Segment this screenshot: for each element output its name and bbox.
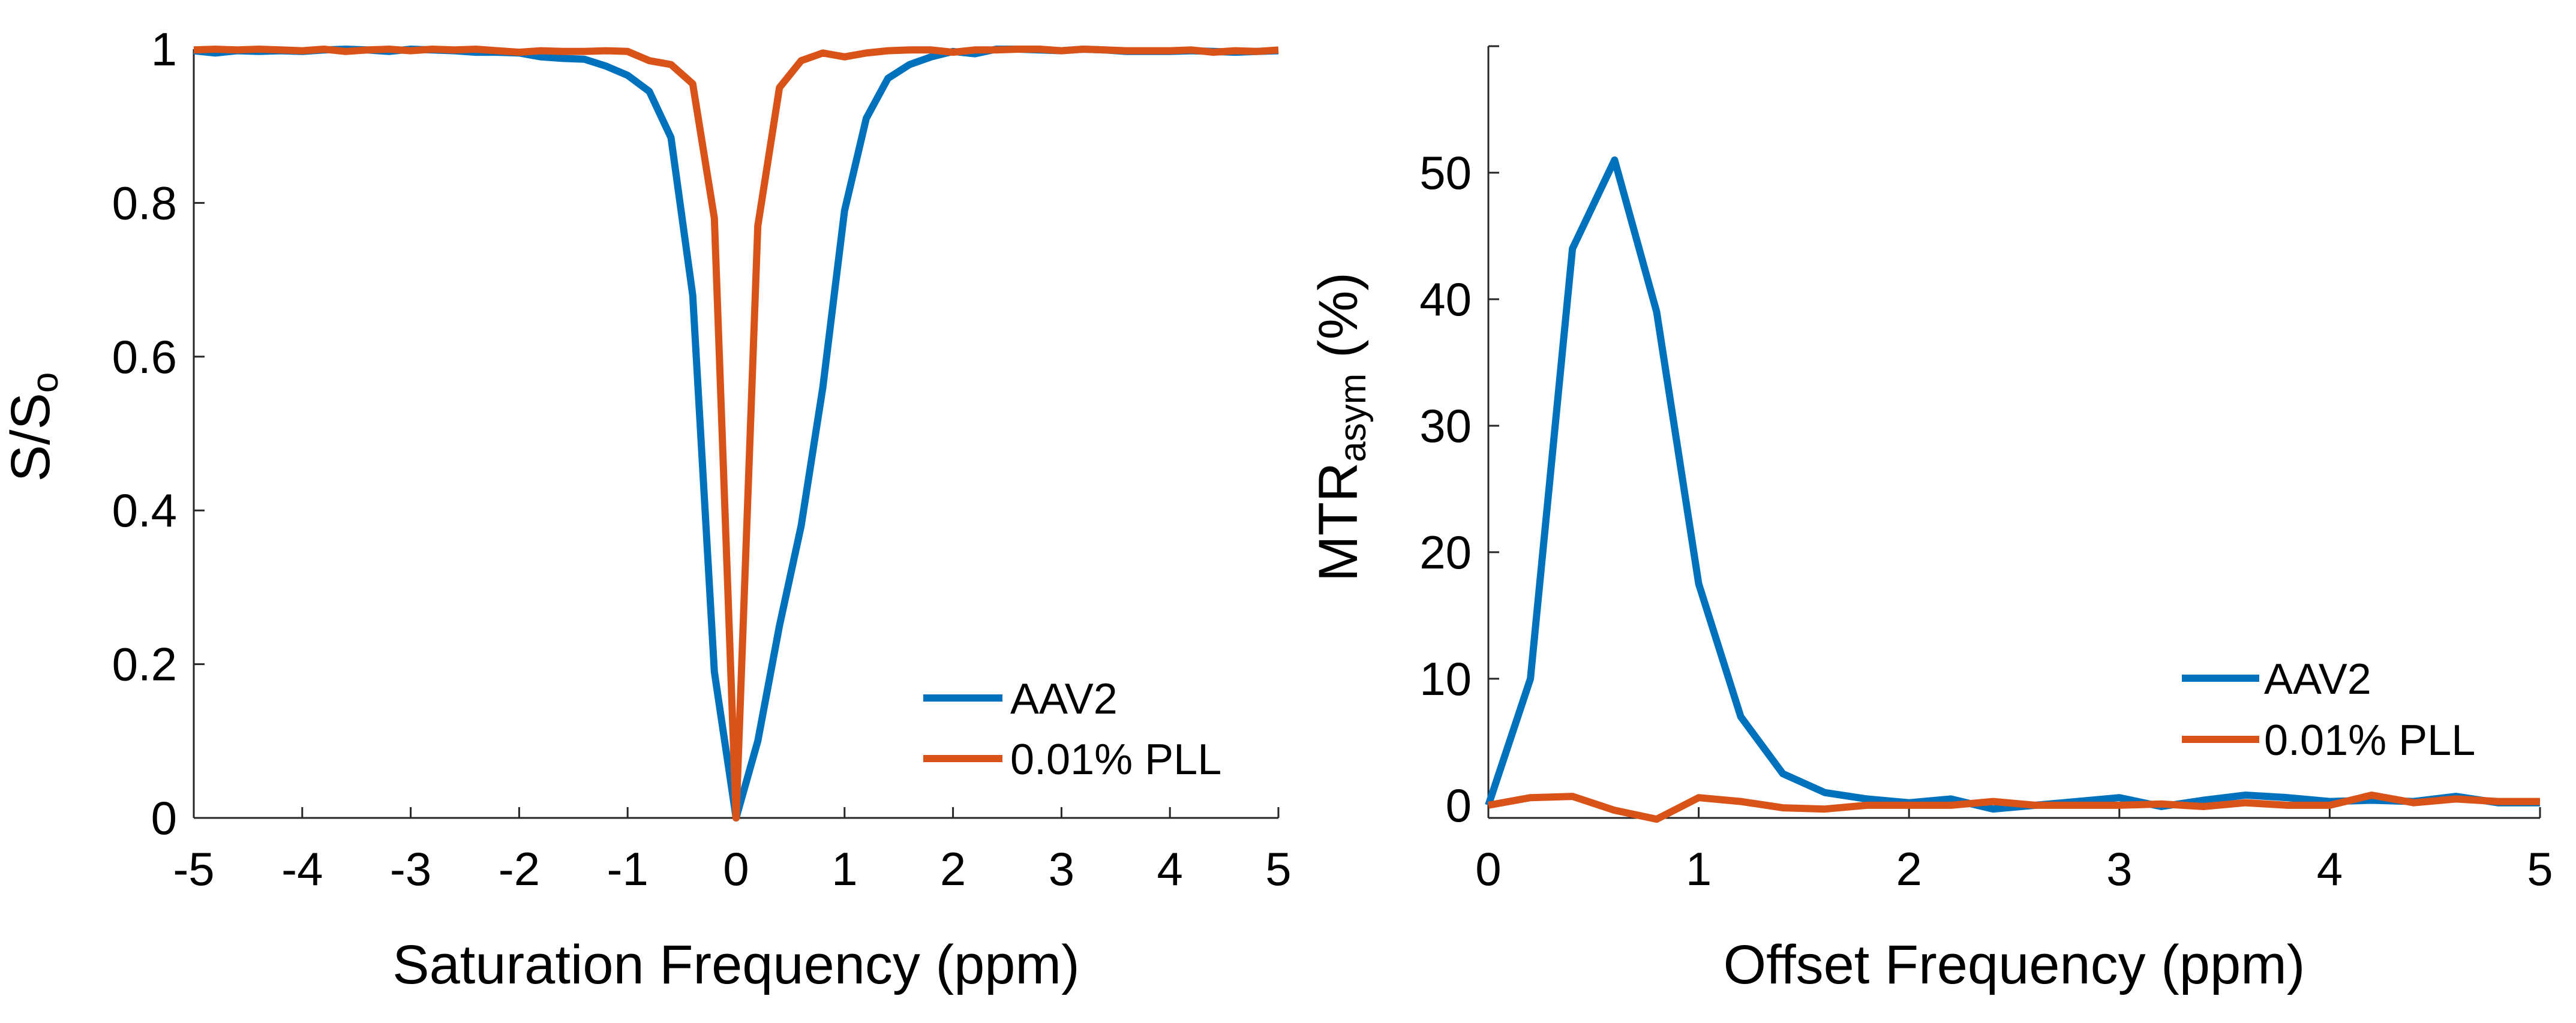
x-tick-label: 1 xyxy=(831,843,857,895)
y-axis-label-subscript: asym xyxy=(1332,374,1374,462)
y-tick-label: 20 xyxy=(1419,526,1472,579)
y-tick-label: 10 xyxy=(1419,652,1472,705)
x-tick-label: -4 xyxy=(281,843,323,895)
series-line-pll xyxy=(1487,792,2540,823)
y-tick-label: 0.2 xyxy=(112,638,177,691)
x-tick-label: 5 xyxy=(1265,843,1291,895)
y-axis-label-unit: (%) xyxy=(1308,272,1369,374)
x-tick-label: 2 xyxy=(940,843,966,895)
x-tick-label: 0 xyxy=(723,843,749,895)
y-axis-label-subscript: o xyxy=(25,372,66,393)
y-axis-label-main: MTR xyxy=(1308,462,1369,582)
legend-label: 0.01% PLL xyxy=(1010,736,1221,784)
y-tick-label: 0.6 xyxy=(112,330,177,383)
y-axis-label-main: S/S xyxy=(0,393,61,482)
series-line-pll xyxy=(193,46,1279,822)
chart-1: -5 -4 -3 -2 -1 0 1 2 3 4 5 0 0.2 0.4 0.6 0.8 1 Saturation… xyxy=(0,23,1292,995)
x-tick-label: 5 xyxy=(2527,843,2553,895)
x-tick-label: -1 xyxy=(607,843,648,895)
x-axis-label: Saturation Frequency (ppm) xyxy=(392,934,1079,995)
x-tick-label: -2 xyxy=(499,843,540,895)
x-tick-label: 2 xyxy=(1896,843,1922,895)
legend-label: 0.01% PLL xyxy=(2264,717,2475,765)
x-tick-label: -3 xyxy=(390,843,431,895)
y-tick-label: 0 xyxy=(151,792,177,844)
y-tick-label: 50 xyxy=(1419,146,1472,199)
x-tick-label: -5 xyxy=(173,843,214,895)
series-line-aav2 xyxy=(1485,156,2540,813)
x-axis-label: Offset Frequency (ppm) xyxy=(1724,934,2305,995)
x-tick-label: 4 xyxy=(2317,843,2343,895)
y-tick-label: 0.8 xyxy=(112,176,177,229)
legend-label: AAV2 xyxy=(2264,655,2371,703)
x-tick-label: 3 xyxy=(2106,843,2132,895)
x-tick-label: 3 xyxy=(1049,843,1074,895)
y-tick-label: 30 xyxy=(1419,399,1472,452)
y-axis-label: S/So xyxy=(0,372,66,482)
y-tick-label: 0 xyxy=(1446,779,1472,832)
x-tick-label: 1 xyxy=(1686,843,1712,895)
y-tick-label: 1 xyxy=(151,23,177,76)
x-tick-label: 0 xyxy=(1475,843,1501,895)
y-axis-label: MTRasym (%) xyxy=(1308,272,1374,582)
x-tick-label: 4 xyxy=(1157,843,1183,895)
legend-label: AAV2 xyxy=(1010,675,1118,723)
y-tick-label: 40 xyxy=(1419,273,1472,326)
y-tick-label: 0.4 xyxy=(112,484,177,537)
